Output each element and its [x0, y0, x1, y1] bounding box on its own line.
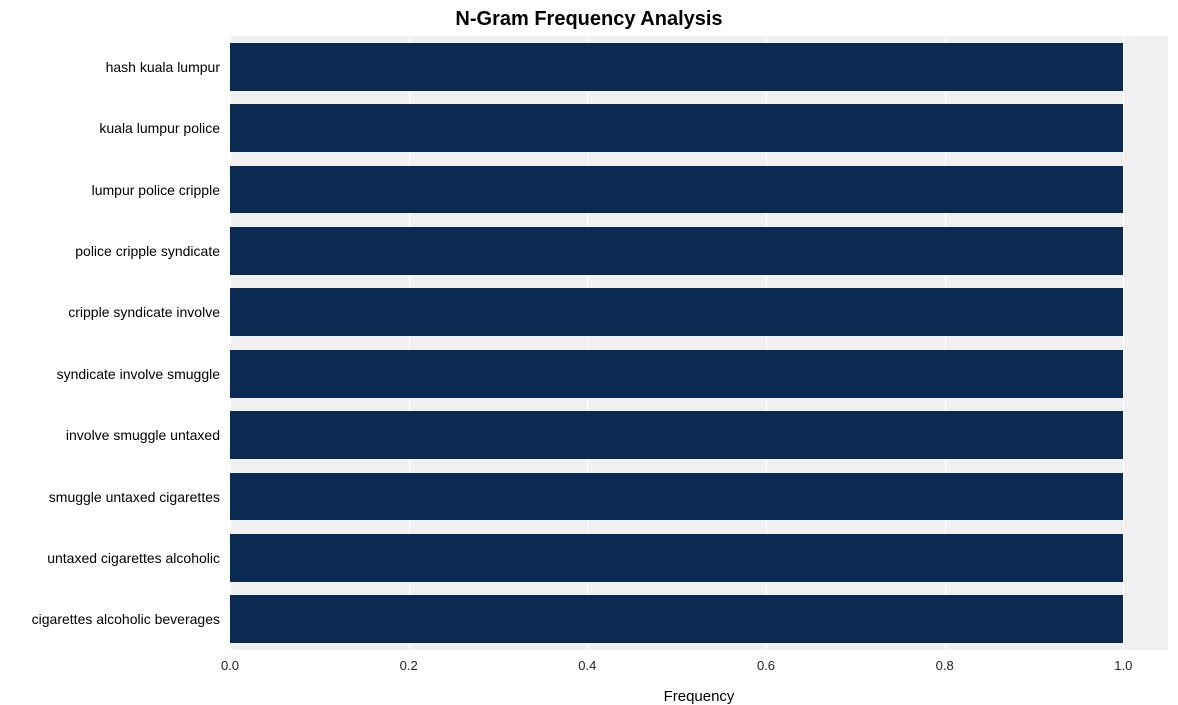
x-tick-label: 0.2	[400, 650, 418, 673]
x-tick-label: 0.4	[578, 650, 596, 673]
x-tick-label: 0.0	[221, 650, 239, 673]
bar	[230, 104, 1123, 152]
bar	[230, 43, 1123, 91]
y-tick-label: untaxed cigarettes alcoholic	[47, 550, 230, 566]
y-tick-label: smuggle untaxed cigarettes	[49, 489, 230, 505]
y-tick-label: kuala lumpur police	[99, 120, 230, 136]
y-tick-label: police cripple syndicate	[75, 243, 230, 259]
y-tick-label: syndicate involve smuggle	[57, 366, 230, 382]
x-tick-label: 1.0	[1114, 650, 1132, 673]
plot-area: hash kuala lumpurkuala lumpur policelump…	[230, 36, 1168, 650]
bar-row	[230, 288, 1168, 336]
y-tick-label: hash kuala lumpur	[106, 59, 230, 75]
bar	[230, 166, 1123, 214]
bar	[230, 534, 1123, 582]
bar-row	[230, 43, 1168, 91]
bar-row	[230, 166, 1168, 214]
x-tick-label: 0.6	[757, 650, 775, 673]
y-tick-label: cigarettes alcoholic beverages	[32, 611, 230, 627]
bar	[230, 227, 1123, 275]
bar	[230, 288, 1123, 336]
bar	[230, 411, 1123, 459]
ngram-frequency-chart: N-Gram Frequency Analysis hash kuala lum…	[0, 0, 1178, 701]
bar-row	[230, 350, 1168, 398]
bar	[230, 473, 1123, 521]
chart-title: N-Gram Frequency Analysis	[0, 8, 1178, 31]
y-tick-label: cripple syndicate involve	[68, 304, 230, 320]
x-tick-label: 0.8	[936, 650, 954, 673]
y-tick-label: involve smuggle untaxed	[66, 427, 230, 443]
bar-row	[230, 227, 1168, 275]
x-axis-label: Frequency	[664, 688, 735, 705]
bar	[230, 595, 1123, 643]
bar-row	[230, 104, 1168, 152]
bar	[230, 350, 1123, 398]
bar-row	[230, 411, 1168, 459]
bar-row	[230, 473, 1168, 521]
bar-row	[230, 534, 1168, 582]
bar-row	[230, 595, 1168, 643]
y-tick-label: lumpur police cripple	[92, 182, 230, 198]
